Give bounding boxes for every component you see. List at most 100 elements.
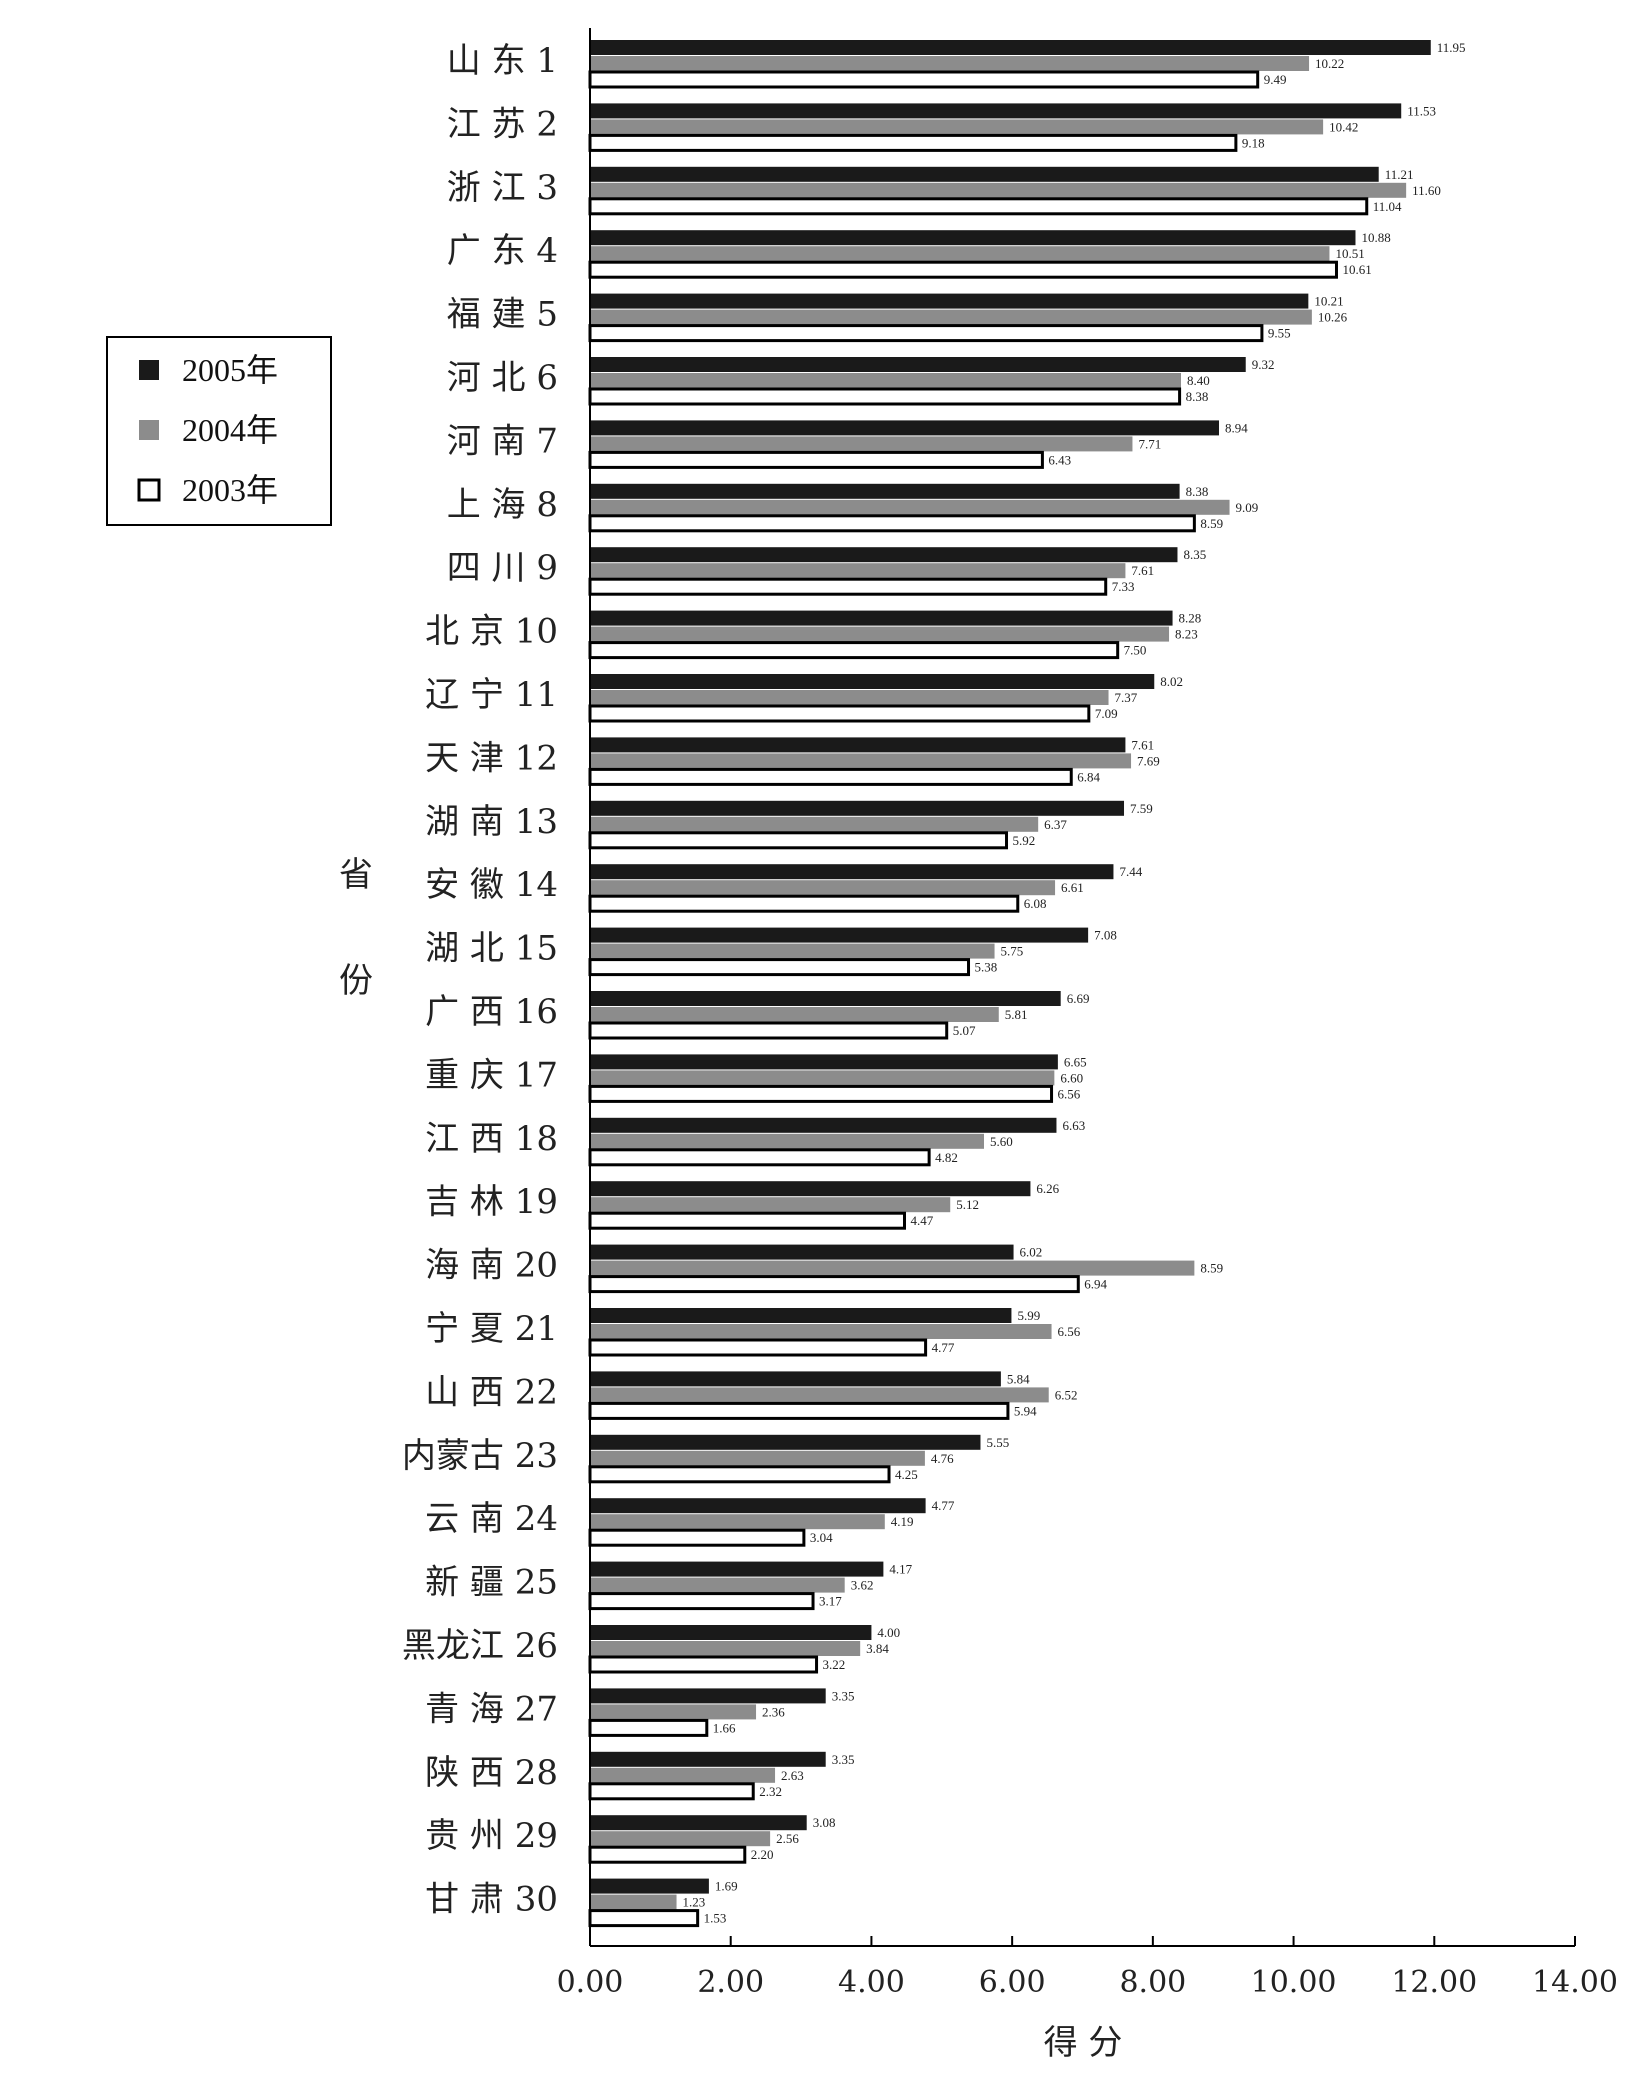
bar-2004年 [590,943,995,959]
data-label: 7.44 [1119,864,1142,879]
data-label: 3.84 [866,1641,889,1656]
data-label: 5.55 [986,1435,1009,1450]
bar-2005年 [590,1181,1031,1197]
data-label: 10.21 [1314,294,1343,309]
category-label: 河 南 7 [447,421,558,461]
data-label: 4.76 [931,1451,954,1466]
bar-2003年 [588,1528,806,1547]
data-label: 5.38 [975,960,998,975]
data-label: 3.22 [823,1657,846,1672]
bar-2004年 [590,1894,677,1910]
data-label: 7.08 [1094,928,1117,943]
data-label: 4.19 [891,1514,914,1529]
bar-2004年 [590,1767,776,1783]
bar-2005年 [590,1878,709,1894]
bar-2003年 [588,1211,906,1230]
category-label: 山 西 22 [425,1372,558,1412]
bar-2004年 [590,1133,984,1149]
bar-2005年 [590,800,1125,816]
bar-2004年 [590,119,1324,135]
data-label: 9.49 [1264,72,1287,87]
bar-2004年 [590,309,1312,325]
data-label: 3.08 [813,1815,836,1830]
bar-2005年 [590,1054,1058,1070]
x-tick-label: 12.00 [1391,1965,1477,2000]
legend-label: 2004年 [182,412,278,448]
data-label: 8.02 [1160,674,1183,689]
bar-2003年 [588,1909,700,1928]
data-label: 10.51 [1335,246,1364,261]
bar-2003年 [588,324,1264,343]
data-label: 2.56 [776,1831,799,1846]
data-label: 11.21 [1385,167,1414,182]
data-label: 8.35 [1183,547,1206,562]
data-label: 11.95 [1437,40,1466,55]
bar-2003年 [588,767,1073,786]
category-label: 江 苏 2 [447,104,558,144]
bar-2005年 [590,1498,926,1514]
category-label: 新 疆 25 [425,1563,558,1603]
x-tick-label: 2.00 [697,1965,764,2000]
bar-2005年 [590,230,1356,246]
bar-2003年 [588,1655,819,1674]
bar-2004年 [590,563,1126,579]
bar-2003年 [588,1084,1054,1103]
y-axis-title-char: 省 [339,855,373,895]
bar-2004年 [590,690,1109,705]
data-label: 4.77 [932,1340,955,1355]
data-label: 7.71 [1138,436,1161,451]
x-tick-label: 4.00 [838,1965,905,2000]
category-label: 北 京 10 [425,612,558,652]
y-axis-title-char: 份 [339,961,373,1001]
data-label: 4.82 [935,1150,958,1165]
data-label: 8.94 [1225,420,1248,435]
bar-2004年 [590,1070,1055,1086]
bar-2003年 [588,1782,755,1801]
bar-2004年 [590,499,1230,515]
category-label: 内蒙古 23 [402,1436,558,1476]
x-tick-label: 14.00 [1532,1965,1618,2000]
data-label: 3.35 [832,1688,855,1703]
category-label: 吉 林 19 [425,1182,558,1222]
bar-2003年 [588,641,1120,660]
data-label: 5.81 [1005,1007,1028,1022]
bar-2003年 [588,1148,931,1167]
bar-2004年 [590,1007,999,1022]
data-label: 9.32 [1252,357,1275,372]
bar-2005年 [590,1688,826,1704]
legend-swatch [139,360,159,380]
bar-2005年 [590,737,1126,753]
data-label: 6.56 [1058,1086,1081,1101]
bar-2003年 [588,450,1044,469]
data-label: 6.63 [1062,1118,1085,1133]
bar-2004年 [590,753,1132,769]
data-label: 2.20 [751,1847,774,1862]
category-label: 重 庆 17 [425,1055,558,1095]
data-label: 6.94 [1084,1277,1107,1292]
data-label: 7.09 [1095,706,1118,721]
data-label: 2.63 [781,1768,804,1783]
bar-2005年 [590,864,1114,880]
data-label: 7.69 [1137,753,1160,768]
data-label: 7.61 [1131,563,1154,578]
data-label: 4.77 [932,1498,955,1513]
x-tick-label: 0.00 [557,1965,624,2000]
category-label: 辽 宁 11 [425,675,558,715]
category-label: 四 川 9 [447,548,558,588]
category-label: 浙 江 3 [447,168,558,208]
bar-2005年 [590,927,1089,943]
data-label: 3.04 [810,1530,833,1545]
bar-2005年 [590,40,1431,55]
category-label: 广 东 4 [447,231,558,271]
bar-2005年 [590,1815,807,1831]
data-label: 10.42 [1329,119,1358,134]
legend-label: 2005年 [182,352,278,388]
bar-2005年 [590,483,1180,499]
x-tick-label: 8.00 [1119,1965,1186,2000]
data-label: 6.56 [1058,1324,1081,1339]
data-label: 10.22 [1315,56,1344,71]
bar-2003年 [588,1718,709,1737]
bar-2004年 [590,1324,1052,1339]
data-label: 9.09 [1236,500,1259,515]
